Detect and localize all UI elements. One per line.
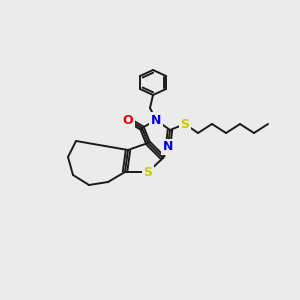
Text: S: S (143, 166, 152, 178)
Text: N: N (163, 140, 173, 154)
Text: S: S (181, 118, 190, 130)
Text: N: N (151, 113, 161, 127)
Text: O: O (123, 113, 133, 127)
